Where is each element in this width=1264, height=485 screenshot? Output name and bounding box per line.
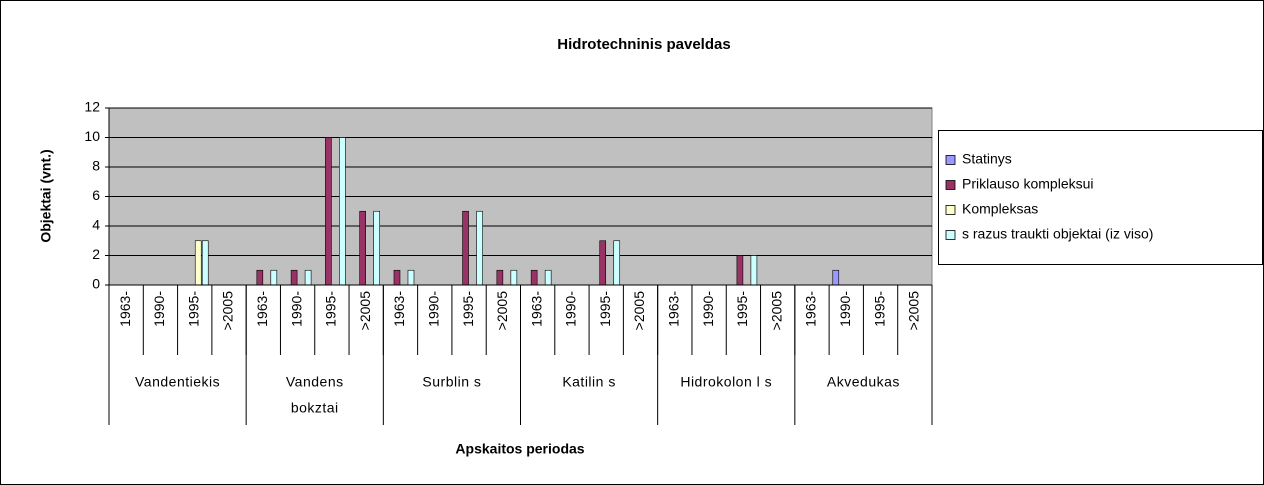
y-tick-label: 12	[84, 99, 100, 115]
bar	[530, 269, 538, 286]
x-tick-label: >2005	[494, 291, 510, 331]
bar	[496, 269, 504, 286]
x-tick-label: 1995-	[597, 291, 613, 327]
y-axis-title: Objektai (vnt.)	[38, 149, 54, 242]
bar	[201, 240, 209, 286]
x-tick-label: 1990-	[288, 291, 304, 327]
x-tick-label: 1995-	[323, 291, 339, 327]
bar	[373, 210, 380, 286]
x-tick-label: 1963-	[803, 291, 819, 327]
bar	[359, 210, 366, 286]
x-tick-label: >2005	[768, 291, 784, 331]
bar	[407, 269, 415, 286]
group-label: Hidrokolon l s	[680, 374, 772, 390]
x-tick-label: 1990-	[837, 291, 853, 327]
bar	[270, 269, 278, 286]
group-label: bokztai	[291, 400, 339, 416]
x-tick-label: >2005	[631, 291, 647, 331]
bar	[393, 269, 401, 286]
x-axis-title: Apskaitos periodas	[455, 441, 584, 457]
y-tick-label: 0	[92, 276, 100, 292]
x-tick-label: 1990-	[700, 291, 716, 327]
bar	[325, 137, 332, 286]
x-tick-label: 1995-	[734, 291, 750, 327]
x-tick-label: 1990-	[563, 291, 579, 327]
bar	[510, 269, 518, 286]
x-tick-label: 1963-	[528, 291, 544, 327]
bar	[476, 210, 483, 286]
x-tick-label: 1963-	[391, 291, 407, 327]
y-tick-label: 8	[92, 158, 100, 174]
legend-label: Priklauso kompleksui	[962, 176, 1094, 192]
bar	[544, 269, 552, 286]
bar	[256, 269, 264, 286]
x-tick-label: 1995-	[460, 291, 476, 327]
bar	[613, 240, 621, 286]
legend-label: Kompleksas	[962, 201, 1038, 217]
group-label: Akvedukas	[827, 374, 900, 390]
x-tick-label: 1963-	[666, 291, 682, 327]
x-tick-label: 1990-	[151, 291, 167, 327]
legend-box	[938, 130, 1263, 265]
bar	[736, 255, 744, 286]
x-tick-label: >2005	[220, 291, 236, 331]
group-label: Vandentiekis	[135, 374, 220, 390]
x-tick-label: 1995-	[871, 291, 887, 327]
bar	[832, 269, 840, 286]
bar	[290, 269, 298, 286]
x-tick-label: 1963-	[117, 291, 133, 327]
y-tick-label: 2	[92, 246, 100, 262]
bar	[750, 255, 758, 286]
bar	[304, 269, 312, 286]
legend-swatch	[945, 155, 956, 165]
bar	[462, 210, 469, 286]
x-tick-label: >2005	[357, 291, 373, 331]
y-tick-label: 6	[92, 187, 100, 203]
x-tick-label: 1995-	[185, 291, 201, 327]
x-tick-label: 1990-	[425, 291, 441, 327]
legend-swatch	[945, 230, 956, 240]
group-label: Surblin s	[422, 374, 481, 390]
bar	[599, 240, 607, 286]
bar	[339, 137, 346, 286]
x-tick-label: 1963-	[254, 291, 270, 327]
y-tick-label: 10	[84, 128, 100, 144]
group-label: Katilin s	[562, 374, 616, 390]
y-tick-label: 4	[92, 217, 100, 233]
legend-swatch	[945, 180, 956, 190]
bar	[194, 240, 202, 286]
group-label: Vandens	[286, 374, 344, 390]
x-tick-label: >2005	[906, 291, 922, 331]
chart-title: Hidrotechninis paveldas	[557, 36, 730, 53]
legend-label: s razus traukti objektai (iz viso)	[962, 226, 1153, 242]
legend-label: Statinys	[962, 151, 1012, 167]
legend-swatch	[945, 205, 956, 215]
